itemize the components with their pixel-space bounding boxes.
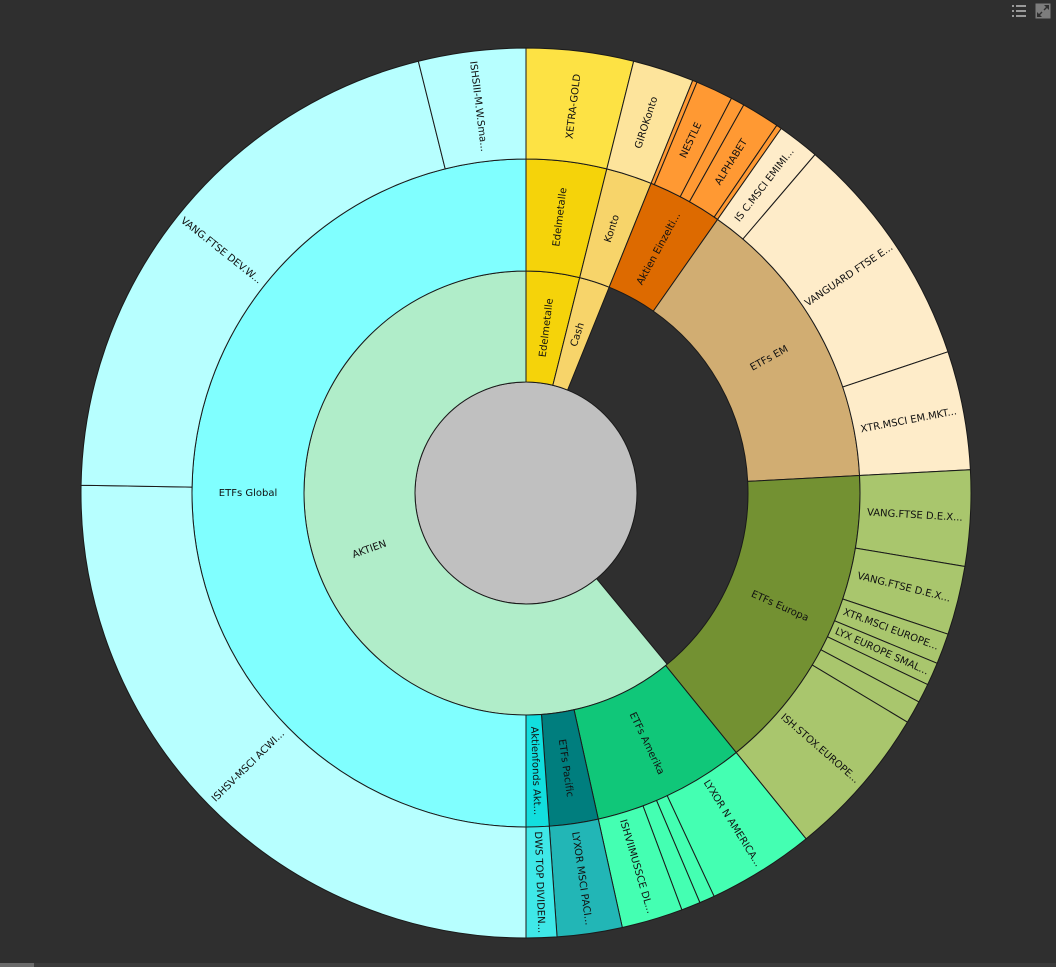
sunburst-segments [80, 47, 972, 939]
chart-toolbar [1010, 3, 1052, 23]
list-button[interactable] [1010, 4, 1028, 22]
sunburst-segment[interactable] [80, 60, 446, 488]
expand-icon [1035, 3, 1051, 23]
scrollbar-thumb[interactable] [0, 963, 34, 967]
list-icon [1011, 3, 1027, 23]
scrollbar[interactable] [0, 963, 1056, 967]
expand-button[interactable] [1034, 3, 1052, 23]
sunburst-segment[interactable] [80, 484, 527, 939]
sunburst-segment[interactable] [417, 47, 527, 170]
sunburst-center [414, 381, 638, 605]
